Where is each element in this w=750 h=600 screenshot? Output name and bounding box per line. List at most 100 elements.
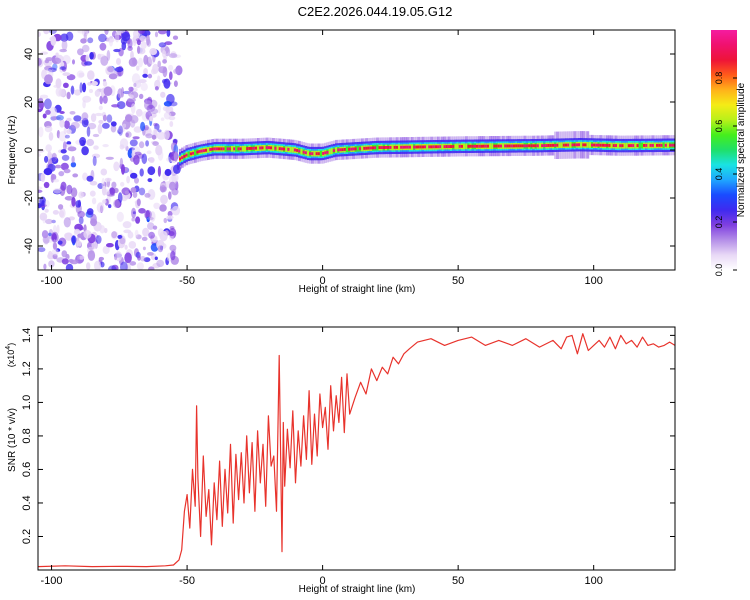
heatmap-signal-cell bbox=[239, 147, 243, 151]
colorbar-gradient bbox=[711, 30, 737, 270]
heatmap-noise-cell bbox=[117, 88, 123, 99]
heatmap-noise-cell bbox=[136, 39, 141, 46]
heatmap-signal-cell bbox=[660, 143, 663, 147]
heatmap-noise-cell bbox=[83, 119, 89, 126]
heatmap-noise-cell bbox=[103, 86, 113, 96]
heatmap-noise-cell bbox=[38, 57, 42, 66]
heatmap-noise-cell bbox=[78, 255, 85, 260]
heatmap-noise-cell bbox=[59, 119, 65, 128]
heatmap-signal-cell bbox=[638, 142, 642, 149]
heatmap-signal-cell bbox=[578, 143, 581, 147]
heatmap-signal-cell bbox=[671, 143, 674, 147]
heatmap-noise-cell bbox=[164, 168, 172, 177]
heatmap-signal-cell bbox=[194, 149, 197, 156]
heatmap-noise-cell bbox=[56, 130, 61, 139]
colorbar: 0.0 0.2 0.4 0.6 0.8 Normalized spectral ampl… bbox=[711, 30, 747, 276]
heatmap-noise-cell bbox=[150, 108, 159, 114]
heatmap-noise-cell bbox=[54, 164, 62, 169]
heatmap-noise-cell bbox=[82, 100, 86, 109]
heatmap-signal-cell bbox=[625, 142, 629, 149]
heatmap-noise-cell bbox=[66, 91, 71, 100]
heatmap-noise-cell bbox=[102, 122, 110, 129]
heatmap-noise-cell bbox=[51, 248, 59, 256]
heatmap-noise-cell bbox=[111, 104, 120, 108]
heatmap-noise-cell bbox=[116, 101, 126, 110]
heatmap-signal-cell bbox=[434, 145, 438, 149]
heatmap-noise-cell bbox=[121, 164, 125, 175]
heatmap-signal-cell bbox=[441, 143, 444, 150]
heatmap-noise-cell bbox=[97, 183, 104, 189]
heatmap-noise-cell bbox=[43, 181, 50, 189]
heatmap-noise-cell bbox=[119, 237, 126, 245]
heatmap-noise-cell bbox=[137, 45, 141, 55]
heatmap-noise-cell bbox=[40, 173, 46, 183]
heatmap-noise-cell bbox=[118, 126, 125, 133]
heatmap-noise-cell bbox=[142, 246, 146, 251]
heatmap-signal-cell bbox=[519, 144, 522, 148]
heatmap-noise-cell bbox=[77, 48, 84, 56]
heatmap-signal-cell bbox=[356, 145, 360, 152]
heatmap-y-axis-label: Frequency (Hz) bbox=[7, 116, 18, 185]
snr-x-tick-label: -50 bbox=[179, 575, 195, 587]
heatmap-x-tick-label: 100 bbox=[585, 275, 603, 287]
heatmap-noise-cell bbox=[169, 71, 173, 81]
heatmap-signal-trace bbox=[179, 131, 675, 170]
heatmap-signal-cell bbox=[480, 144, 483, 148]
heatmap-noise-cell bbox=[127, 231, 134, 239]
heatmap-signal-cell bbox=[205, 148, 208, 152]
heatmap-noise-cell bbox=[120, 261, 128, 270]
heatmap-noise-cell bbox=[89, 180, 98, 186]
heatmap-x-axis: -100 -50 0 50 100 bbox=[41, 30, 603, 287]
heatmap-noise-cell bbox=[162, 59, 168, 64]
heatmap-noise-cell bbox=[56, 114, 64, 121]
heatmap-noise-cell bbox=[162, 106, 169, 112]
heatmap-signal-cell bbox=[419, 145, 423, 149]
heatmap-noise-cell bbox=[147, 178, 153, 183]
heatmap-noise-cell bbox=[154, 31, 159, 38]
heatmap-noise-cell bbox=[145, 133, 153, 139]
heatmap-x-tick-label: 0 bbox=[320, 275, 326, 287]
heatmap-signal-cell bbox=[510, 144, 514, 148]
heatmap-noise-cell bbox=[39, 212, 48, 221]
heatmap-signal-cell bbox=[575, 143, 579, 147]
heatmap-noise-cell bbox=[167, 210, 173, 217]
heatmap-signal-cell bbox=[591, 143, 594, 147]
heatmap-signal-cell bbox=[335, 147, 338, 153]
heatmap-noise-cell bbox=[137, 30, 146, 34]
heatmap-noise-cell bbox=[62, 72, 71, 76]
heatmap-signal-cell bbox=[358, 147, 362, 151]
snr-x-tick-label: -100 bbox=[41, 575, 63, 587]
heatmap-noise-cell bbox=[45, 144, 52, 152]
heatmap-noise-cell bbox=[136, 198, 141, 207]
heatmap-noise-cell bbox=[132, 211, 136, 215]
heatmap-signal-cell bbox=[627, 144, 631, 148]
heatmap-noise-cell bbox=[114, 66, 124, 73]
heatmap-signal-cell bbox=[202, 149, 206, 153]
heatmap-noise-cell bbox=[44, 98, 52, 110]
heatmap-noise-cell bbox=[158, 30, 167, 35]
heatmap-noise-cell bbox=[140, 255, 146, 262]
heatmap-signal-cell bbox=[564, 143, 568, 147]
heatmap-noise-cell bbox=[151, 134, 157, 140]
heatmap-noise-cell bbox=[130, 172, 138, 179]
heatmap-noise-cell bbox=[170, 250, 176, 261]
heatmap-signal-cell bbox=[289, 146, 293, 153]
heatmap-noise-cell bbox=[59, 48, 67, 53]
heatmap-signal-cell bbox=[504, 144, 507, 148]
heatmap-noise-cell bbox=[78, 216, 84, 225]
heatmap-noise-cell bbox=[157, 75, 161, 82]
heatmap-noise-cell bbox=[171, 173, 179, 183]
heatmap-signal-cell bbox=[259, 146, 262, 150]
heatmap-noise-cell bbox=[100, 168, 108, 176]
snr-x-axis-label: Height of straight line (km) bbox=[299, 584, 416, 595]
heatmap-noise-cell bbox=[44, 155, 49, 163]
heatmap-noise-cell bbox=[84, 61, 93, 66]
heatmap-noise-cell bbox=[147, 252, 154, 256]
heatmap-noise-cell bbox=[116, 211, 124, 222]
heatmap-noise-cell bbox=[147, 222, 155, 230]
heatmap-noise-cell bbox=[38, 153, 41, 157]
heatmap-signal-cell bbox=[408, 145, 412, 149]
heatmap-signal-cell bbox=[352, 147, 355, 151]
heatmap-noise-cell bbox=[91, 241, 98, 250]
